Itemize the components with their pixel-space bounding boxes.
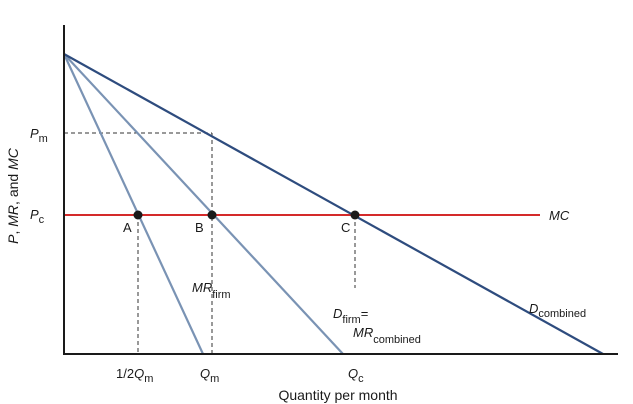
x-tick-qm: Qm	[200, 366, 219, 385]
point-c-marker	[350, 210, 360, 220]
mc-label: MC	[549, 208, 570, 223]
demand-combined-line	[63, 53, 604, 355]
point-b-label: B	[195, 220, 204, 235]
x-tick-qc: Qc	[348, 366, 364, 385]
d-firm-label: Dfirm=	[333, 306, 368, 326]
y-axis-title: P, MR, and MC	[5, 147, 21, 244]
mr-firm-line	[63, 53, 344, 355]
point-a-label: A	[123, 220, 132, 235]
point-b-marker	[207, 210, 217, 220]
mr-firm-label: MRfirm	[192, 280, 231, 301]
x-tick-half-qm: 1/2Qm	[116, 366, 153, 385]
mr-combined-label: MRcombined	[353, 325, 421, 346]
mr-combined-line	[63, 53, 204, 355]
point-a-marker	[133, 210, 143, 220]
d-combined-label: Dcombined	[529, 301, 586, 320]
point-c-label: C	[341, 220, 350, 235]
y-tick-pm: Pm	[30, 126, 48, 145]
y-tick-pc: Pc	[30, 207, 45, 226]
x-axis-title: Quantity per month	[278, 387, 397, 403]
